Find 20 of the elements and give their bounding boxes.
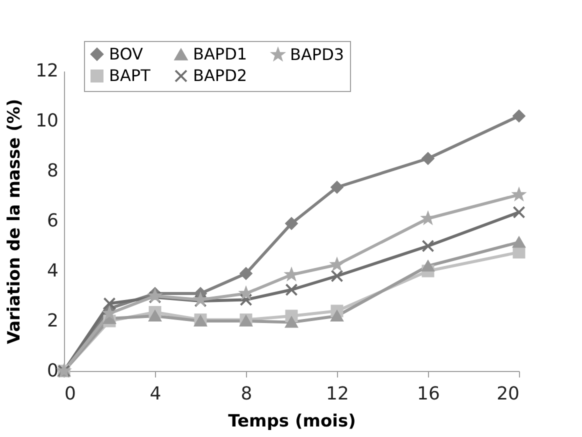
x-tick-label: 4 <box>150 384 162 404</box>
legend-label: BAPD3 <box>290 44 344 64</box>
legend-label: BAPD2 <box>193 66 248 85</box>
y-tick-label: 2 <box>47 310 58 332</box>
y-tick-label: 8 <box>47 160 58 182</box>
y-tick-label: 12 <box>36 60 58 82</box>
x-tick-label: 8 <box>240 384 252 404</box>
y-tick-label: 4 <box>47 260 58 282</box>
x-tick-label: 16 <box>417 384 440 404</box>
y-tick-label: 10 <box>36 110 58 132</box>
y-axis-title: Variation de la masse (%) <box>4 98 25 344</box>
y-tick-label: 0 <box>47 360 58 382</box>
x-axis-title: Temps (mois) <box>228 412 356 432</box>
x-tick-label: 12 <box>326 384 349 404</box>
y-tick-label: 6 <box>47 210 58 232</box>
legend-label: BAPD1 <box>193 44 248 64</box>
legend-label: BOV <box>109 44 144 64</box>
x-tick-label: 0 <box>64 384 76 404</box>
x-tick-label: 20 <box>496 384 520 404</box>
legend-label: BAPT <box>109 66 151 85</box>
